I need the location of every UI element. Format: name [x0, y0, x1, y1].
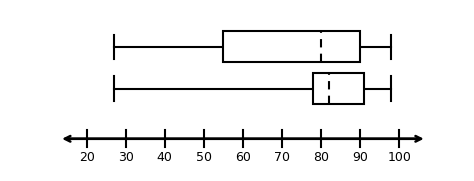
Text: 60: 60 [235, 151, 251, 164]
Bar [223, 31, 360, 62]
Text: 80: 80 [313, 151, 329, 164]
Text: 20: 20 [79, 151, 94, 164]
Bar [313, 73, 364, 104]
Text: 100: 100 [387, 151, 411, 164]
Text: 30: 30 [118, 151, 134, 164]
Text: 90: 90 [352, 151, 368, 164]
Text: 70: 70 [274, 151, 290, 164]
Text: 40: 40 [157, 151, 173, 164]
Text: 50: 50 [196, 151, 212, 164]
